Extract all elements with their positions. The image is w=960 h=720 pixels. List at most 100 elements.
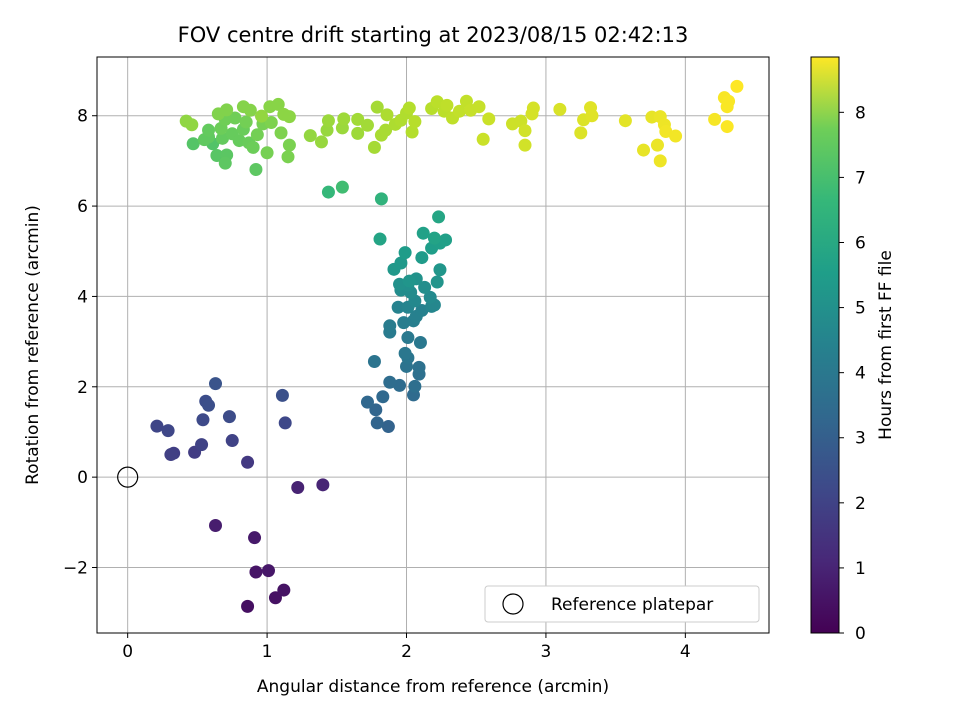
colorbar-tick-label: 7 (855, 168, 866, 188)
data-point (261, 564, 275, 578)
data-point (367, 354, 381, 368)
data-point (383, 375, 397, 389)
data-point (351, 126, 365, 140)
data-point (316, 478, 330, 492)
data-point (241, 455, 255, 469)
x-tick-label: 3 (541, 642, 552, 662)
data-point (202, 398, 216, 412)
data-point (430, 95, 444, 109)
data-point (398, 246, 412, 260)
data-point (439, 233, 453, 247)
data-point (370, 100, 384, 114)
data-point (452, 104, 466, 118)
data-point (281, 150, 295, 164)
data-point (401, 331, 415, 345)
colorbar-tick-label: 6 (855, 233, 866, 253)
data-point (321, 185, 335, 199)
data-point (337, 112, 351, 126)
data-point (210, 148, 224, 162)
data-point (423, 290, 437, 304)
data-point (430, 275, 444, 289)
colorbar-tick-label: 2 (855, 494, 866, 514)
data-point (370, 416, 384, 430)
data-point (380, 108, 394, 122)
data-point (232, 134, 246, 148)
data-point (215, 131, 229, 145)
x-tick-label: 4 (680, 642, 691, 662)
data-point (413, 336, 427, 350)
data-point (415, 303, 429, 317)
plot-frame (96, 56, 770, 634)
data-point (472, 100, 486, 114)
y-axis-label: Rotation from reference (arcmin) (23, 205, 43, 485)
y-tick-label: 4 (77, 287, 88, 307)
data-point (291, 481, 305, 495)
legend-box (484, 585, 760, 623)
data-point (271, 97, 285, 111)
data-point (369, 403, 383, 417)
chart-title: FOV centre drift starting at 2023/08/15 … (178, 23, 689, 47)
data-point (249, 162, 263, 176)
data-point (161, 424, 175, 438)
colorbar-tick-label: 5 (855, 299, 866, 319)
data-point (278, 416, 292, 430)
data-point (518, 138, 532, 152)
data-point (209, 518, 223, 532)
data-point (650, 138, 664, 152)
y-tick-label: 8 (77, 107, 88, 127)
data-point (433, 263, 447, 277)
data-point (398, 346, 412, 360)
data-point (526, 101, 540, 115)
data-point (239, 115, 253, 129)
data-point (186, 137, 200, 151)
data-point (518, 124, 532, 138)
data-point (360, 395, 374, 409)
data-point (402, 274, 416, 288)
data-point (351, 112, 365, 126)
data-point (150, 419, 164, 433)
colorbar-tick-label: 3 (855, 429, 866, 449)
data-point (405, 125, 419, 139)
data-point (202, 123, 216, 137)
data-point (268, 591, 282, 605)
data-point (427, 231, 441, 245)
data-point (553, 102, 567, 116)
x-tick-label: 1 (262, 642, 273, 662)
y-tick-label: 2 (77, 378, 88, 398)
data-point (482, 112, 496, 126)
y-axis-ticks: −2 0 2 4 6 8 (63, 107, 97, 578)
data-point (209, 377, 223, 391)
y-tick-label: 6 (77, 197, 88, 217)
x-tick-label: 2 (401, 642, 412, 662)
data-point (397, 316, 411, 330)
data-point (585, 109, 599, 123)
colorbar-gradient (810, 56, 840, 634)
data-point (708, 112, 722, 126)
data-point (418, 280, 432, 294)
data-point (264, 116, 278, 130)
data-point (379, 123, 393, 137)
data-point (314, 135, 328, 149)
data-point (722, 94, 736, 108)
data-point (282, 138, 296, 152)
data-point (320, 123, 334, 137)
data-point (393, 378, 407, 392)
data-point (373, 232, 387, 246)
data-point (669, 129, 683, 143)
data-point (255, 109, 269, 123)
legend: Reference platepar (484, 585, 760, 623)
data-point (415, 251, 429, 265)
data-point (402, 101, 416, 115)
data-point (394, 256, 408, 270)
data-point (220, 103, 234, 117)
data-point (391, 300, 405, 314)
data-point (303, 129, 317, 143)
y-tick-label: −2 (63, 558, 88, 578)
data-point (360, 118, 374, 132)
data-point (381, 420, 395, 434)
data-point (659, 125, 673, 139)
data-point (228, 111, 242, 125)
data-point (248, 531, 262, 545)
data-point (408, 379, 422, 393)
